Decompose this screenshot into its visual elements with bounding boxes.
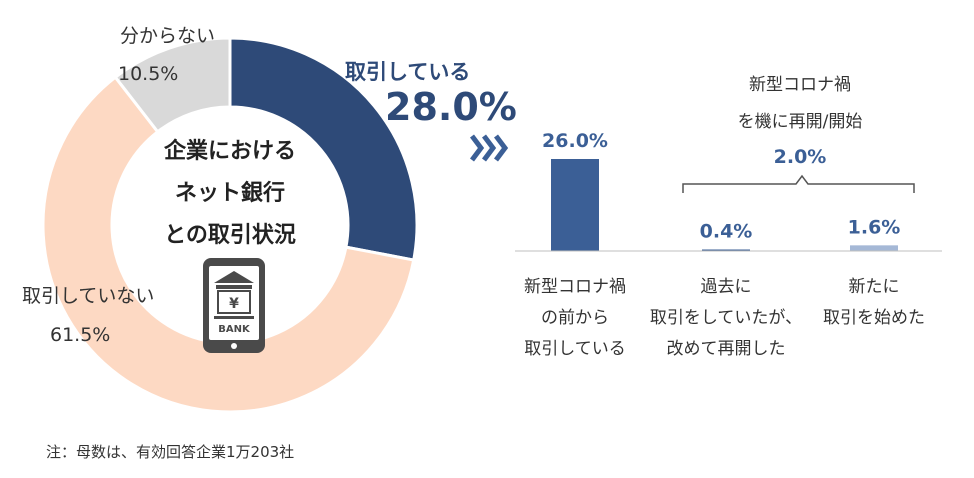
center-title-line-2: ネット銀行 <box>175 180 285 206</box>
category-label: 新型コロナ禍 <box>524 277 626 297</box>
group-brace <box>682 174 915 193</box>
slice-value-not-using: 61.5% <box>50 324 110 346</box>
group-label-line-1: 新型コロナ禍 <box>749 75 851 95</box>
category-label: 改めて再開した <box>667 339 786 359</box>
center-title-line-1: 企業における <box>163 138 296 164</box>
slice-value-unknown: 10.5% <box>118 63 178 85</box>
donut-slice-unknown <box>113 36 232 134</box>
bar <box>551 159 599 251</box>
bar <box>702 249 750 251</box>
slice-label-using: 取引している <box>345 60 470 84</box>
bar-category-labels: 新型コロナ禍 の前から 取引している 過去に 取引をしていたが、 改めて再開した… <box>524 277 925 359</box>
bar-value-label: 1.6% <box>848 216 901 238</box>
category-label: 取引をしていたが、 <box>650 308 802 328</box>
category-label: 取引している <box>524 339 626 359</box>
smartphone-bank-icon: ¥ BANK <box>203 258 265 353</box>
bank-icon-text: BANK <box>218 324 251 335</box>
group-label-line-2: を機に再開/開始 <box>738 112 863 132</box>
slice-label-not-using: 取引していない <box>22 285 154 307</box>
donut-chart <box>41 36 419 414</box>
bank-yen-symbol: ¥ <box>229 296 239 312</box>
center-title-line-3: との取引状況 <box>164 223 296 248</box>
group-value-label: 2.0% <box>774 146 827 168</box>
footnote: 注：母数は、有効回答企業1万203社 <box>46 443 294 461</box>
bar-value-label: 26.0% <box>542 130 608 152</box>
category-label: 取引を始めた <box>823 308 925 328</box>
slice-label-unknown: 分からない <box>120 25 215 47</box>
chevron-triple-icon <box>470 134 509 162</box>
category-label: の前から <box>541 308 609 328</box>
donut-slice-using <box>228 36 419 262</box>
bar <box>850 245 898 251</box>
bar-chart: 26.0% 0.4% 1.6% <box>542 130 900 251</box>
slice-value-using: 28.0% <box>385 85 517 129</box>
category-label: 過去に <box>701 277 752 297</box>
bar-value-label: 0.4% <box>700 221 753 243</box>
category-label: 新たに <box>849 277 900 297</box>
